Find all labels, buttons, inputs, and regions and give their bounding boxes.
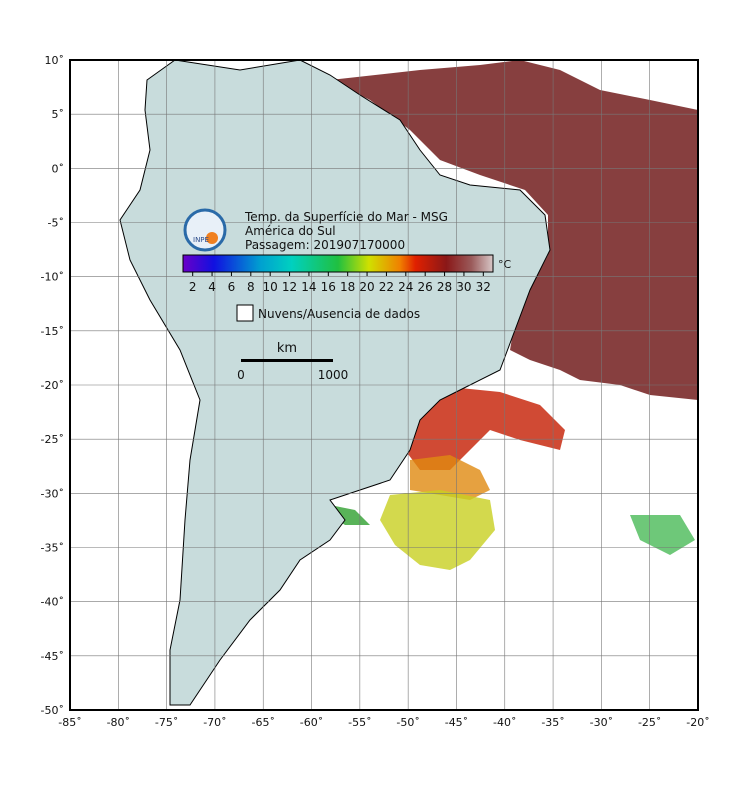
x-tick-label: -65˚ xyxy=(251,716,274,729)
x-tick-label: -50˚ xyxy=(396,716,419,729)
title-line: Temp. da Superfície do Mar - MSG xyxy=(244,210,448,224)
logo-sun xyxy=(206,232,218,244)
colorbar-tick-label: 10 xyxy=(263,280,278,294)
y-tick-label: 5˚ xyxy=(52,108,65,121)
y-tick-label: -50˚ xyxy=(41,704,64,717)
colorbar-ticks: 2 4 6 8 10 12 14 16 18 20 22 24 26 28 30 32 xyxy=(189,272,491,294)
x-tick-label: -85˚ xyxy=(58,716,81,729)
colorbar-tick-label: 32 xyxy=(476,280,491,294)
y-tick-label: 0˚ xyxy=(52,162,65,175)
title-line: Passagem: 201907170000 xyxy=(245,238,405,252)
x-tick-label: -55˚ xyxy=(348,716,371,729)
x-tick-label: -75˚ xyxy=(155,716,178,729)
colorbar-tick-label: 12 xyxy=(282,280,297,294)
x-tick-label: -70˚ xyxy=(203,716,226,729)
sst-orange xyxy=(410,455,490,500)
colorbar-tick-label: 4 xyxy=(208,280,216,294)
colorbar-tick-label: 2 xyxy=(189,280,197,294)
x-tick-label: -45˚ xyxy=(445,716,468,729)
south-america xyxy=(119,60,551,706)
x-tick-label: -80˚ xyxy=(107,716,130,729)
sst-yellow xyxy=(380,490,495,570)
y-tick-label: -10˚ xyxy=(41,271,64,284)
x-tick-label: -20˚ xyxy=(686,716,709,729)
colorbar-tick-label: 18 xyxy=(340,280,355,294)
y-tick-label: -30˚ xyxy=(41,487,64,500)
logo-text: INPE xyxy=(193,236,209,244)
colorbar-tick-label: 6 xyxy=(228,280,236,294)
x-tick-label: -40˚ xyxy=(493,716,516,729)
colorbar-tick-label: 8 xyxy=(247,280,255,294)
y-tick-label: -5˚ xyxy=(48,217,64,230)
y-tick-label: -20˚ xyxy=(41,379,64,392)
y-tick-label: -25˚ xyxy=(41,433,64,446)
legend-label: Nuvens/Ausencia de dados xyxy=(258,307,420,321)
sst-warm xyxy=(330,60,698,400)
scale-label: 1000 xyxy=(318,368,349,382)
scale-unit: km xyxy=(277,341,297,356)
sst-red xyxy=(405,388,565,470)
colorbar-tick-label: 14 xyxy=(301,280,316,294)
graticule xyxy=(70,60,698,710)
title-line: América do Sul xyxy=(245,224,336,238)
logo xyxy=(183,208,227,252)
colorbar-tick-label: 20 xyxy=(359,280,374,294)
y-tick-label: -45˚ xyxy=(41,650,64,663)
tick-labels: -85˚ -80˚ -75˚ -70˚ -65˚ -60˚ -55˚ -50˚ -45˚ -40˚… xyxy=(41,54,710,729)
colorbar-tick-label: 22 xyxy=(379,280,394,294)
map-body xyxy=(70,60,698,710)
colorbar-unit: °C xyxy=(498,258,512,271)
colorbar-tick-label: 24 xyxy=(398,280,413,294)
y-tick-label: -40˚ xyxy=(41,596,64,609)
colorbar-tick-label: 30 xyxy=(456,280,471,294)
map-frame xyxy=(69,59,699,711)
legend-swatch xyxy=(236,304,254,322)
colorbar-tick-label: 28 xyxy=(437,280,452,294)
scale-label: 0 xyxy=(237,368,245,382)
y-tick-label: -35˚ xyxy=(41,542,64,555)
x-tick-label: -30˚ xyxy=(590,716,613,729)
x-tick-label: -60˚ xyxy=(300,716,323,729)
x-tick-label: -25˚ xyxy=(638,716,661,729)
scale-bar xyxy=(241,359,333,362)
y-tick-label: 10˚ xyxy=(45,54,65,67)
x-tick-label: -35˚ xyxy=(541,716,564,729)
colorbar xyxy=(182,254,494,273)
sst-green-east xyxy=(630,515,695,555)
colorbar-tick-label: 16 xyxy=(321,280,336,294)
y-tick-label: -15˚ xyxy=(41,325,64,338)
colorbar-tick-label: 26 xyxy=(418,280,433,294)
